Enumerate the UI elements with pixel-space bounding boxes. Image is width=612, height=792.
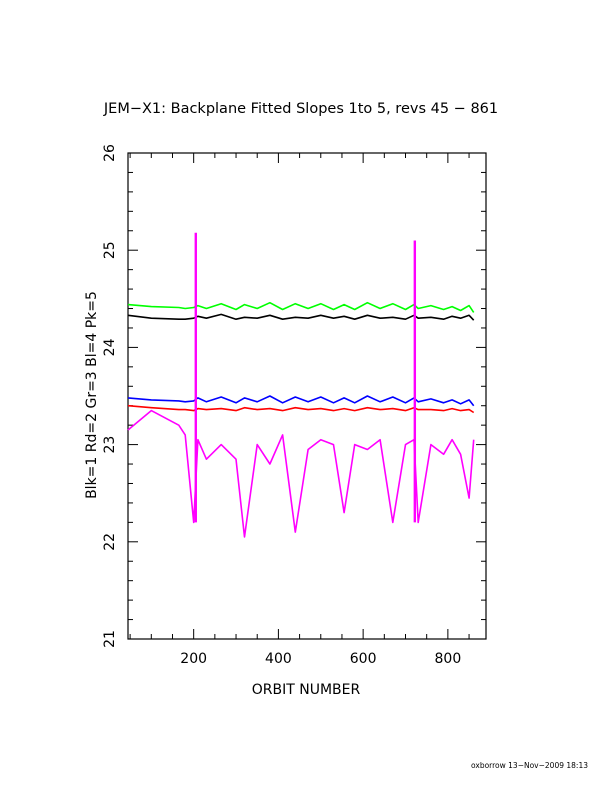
y-tick-label: 24 <box>102 338 118 356</box>
footer-credit: oxborrow 13−Nov−2009 18:13 <box>471 761 588 770</box>
tick-labels: 200 400 600 800 21 22 23 24 25 26 <box>102 144 461 667</box>
series-line-5 <box>127 409 475 538</box>
series-line-1 <box>127 313 475 321</box>
axis-ticks <box>128 152 486 640</box>
x-axis-label: ORBIT NUMBER <box>252 682 361 698</box>
y-tick-label: 23 <box>102 436 118 454</box>
y-tick-label: 25 <box>102 241 118 259</box>
series-group <box>127 232 475 538</box>
y-axis-label: Blk=1 Rd=2 Gr=3 Bl=4 Pk=5 <box>84 291 100 499</box>
series-line-3 <box>127 301 475 313</box>
series-line-4 <box>127 395 475 407</box>
y-tick-label: 26 <box>102 144 118 162</box>
x-tick-label: 400 <box>265 651 292 667</box>
chart-title: JEM−X1: Backplane Fitted Slopes 1to 5, r… <box>103 101 498 117</box>
y-tick-label: 21 <box>102 630 118 648</box>
x-tick-label: 200 <box>180 651 207 667</box>
plot-frame <box>127 152 487 640</box>
series-line-2 <box>127 404 475 414</box>
x-tick-label: 800 <box>435 651 462 667</box>
x-tick-label: 600 <box>350 651 377 667</box>
y-tick-label: 22 <box>102 533 118 551</box>
